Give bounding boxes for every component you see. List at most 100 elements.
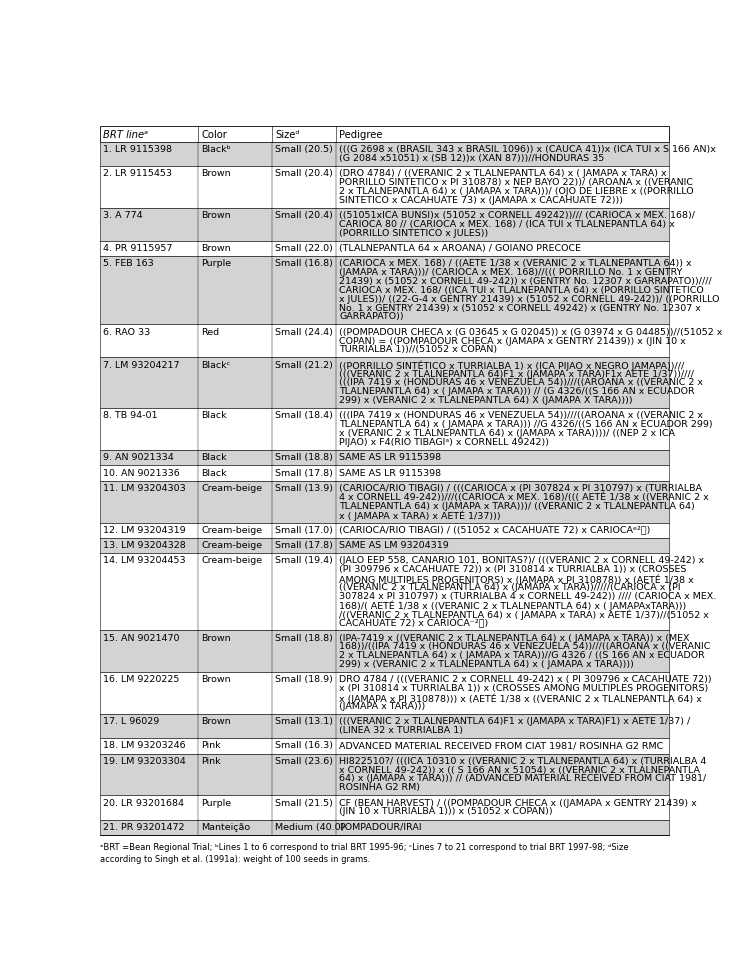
- Text: (((IPA 7419 x (HONDURAS 46 x VENEZUELA 54))///((AROANA x ((VERANIC 2 x: (((IPA 7419 x (HONDURAS 46 x VENEZUELA 5…: [339, 411, 703, 420]
- Text: /((VERANIC 2 x TLALNEPANTLA 64) x ( JAMAPA x TARA) x AETÉ 1/37)//(51052 x: /((VERANIC 2 x TLALNEPANTLA 64) x ( JAMA…: [339, 610, 709, 620]
- Text: PIJAO) x F4(RIO TIBAGIᵃ) x CORNELL 49242)): PIJAO) x F4(RIO TIBAGIᵃ) x CORNELL 49242…: [339, 438, 549, 446]
- Text: Cream-beige: Cream-beige: [201, 541, 262, 550]
- Text: x (PI 310814 x TURRIALBA 1)) x (CROSSES AMONG MULTIPLES PROGENITORS): x (PI 310814 x TURRIALBA 1)) x (CROSSES …: [339, 684, 709, 694]
- Text: ((51051xICA BUNSI)x (51052 x CORNELL 49242))/// (CARIOCA x MEX. 168)/: ((51051xICA BUNSI)x (51052 x CORNELL 492…: [339, 211, 695, 220]
- Text: 7. LM 93204217: 7. LM 93204217: [103, 361, 180, 369]
- Text: Small (13.1): Small (13.1): [275, 717, 333, 726]
- Text: 12. LM 93204319: 12. LM 93204319: [103, 526, 186, 534]
- Text: 299) x (VERANIC 2 x TLALNEPANTLA 64) x ( JAMAPA x TARA)))): 299) x (VERANIC 2 x TLALNEPANTLA 64) x (…: [339, 660, 634, 669]
- Bar: [100, 523, 669, 538]
- Bar: [100, 256, 669, 324]
- Text: SAME AS LM 93204319: SAME AS LM 93204319: [339, 541, 449, 550]
- Bar: [100, 481, 669, 523]
- Text: PORRILLO SINTETICO x PI 310878) x NEP BAYO 22))/ (AROANA x ((VERANIC: PORRILLO SINTETICO x PI 310878) x NEP BA…: [339, 178, 694, 188]
- Bar: [100, 630, 669, 672]
- Text: (CARIOCA x MEX. 168) / ((AETE 1/38 x (VERANIC 2 x TLALNEPANTLA 64)) x: (CARIOCA x MEX. 168) / ((AETE 1/38 x (VE…: [339, 260, 692, 269]
- Text: Small (13.9): Small (13.9): [275, 484, 333, 493]
- Text: 299) x (VERANIC 2 x TLALNEPANTLA 64) X (JAMAPA X TARA)))): 299) x (VERANIC 2 x TLALNEPANTLA 64) X (…: [339, 396, 633, 405]
- Text: 20. LR 93201684: 20. LR 93201684: [103, 798, 184, 808]
- Text: Brown: Brown: [201, 634, 231, 643]
- Text: Blackᵇ: Blackᵇ: [201, 146, 231, 154]
- Text: CACAHUATE 72) x CARIOCA⁻²⧩): CACAHUATE 72) x CARIOCA⁻²⧩): [339, 618, 488, 627]
- Text: 13. LM 93204328: 13. LM 93204328: [103, 541, 186, 550]
- Text: Small (19.4): Small (19.4): [275, 557, 333, 566]
- Text: (LINEA 32 x TURRIALBA 1): (LINEA 32 x TURRIALBA 1): [339, 726, 464, 735]
- Bar: [100, 820, 669, 835]
- Text: (JAMAPA x TARA))): (JAMAPA x TARA))): [339, 701, 425, 711]
- Text: Small (16.3): Small (16.3): [275, 742, 333, 750]
- Text: 64) x (JAMAPA x TARA))) // (ADVANCED MATERIAL RECEIVED FROM CIAT 1981/: 64) x (JAMAPA x TARA))) // (ADVANCED MAT…: [339, 775, 706, 784]
- Text: 18. LM 93203246: 18. LM 93203246: [103, 742, 186, 750]
- Text: (PI 309796 x CACAHUATE 72)) x (PI 310814 x TURRIALBA 1)) x (CROSSES: (PI 309796 x CACAHUATE 72)) x (PI 310814…: [339, 566, 687, 574]
- Text: ROSINHA G2 RM): ROSINHA G2 RM): [339, 784, 420, 792]
- Text: (((IPA 7419 x (HONDURAS 46 x VENEZUELA 54))///((AROANA x ((VERANIC 2 x: (((IPA 7419 x (HONDURAS 46 x VENEZUELA 5…: [339, 378, 703, 388]
- Text: Small (18.8): Small (18.8): [275, 634, 333, 643]
- Text: Brown: Brown: [201, 244, 231, 253]
- Text: Small (18.8): Small (18.8): [275, 453, 333, 462]
- Bar: [100, 208, 669, 241]
- Text: 8. TB 94-01: 8. TB 94-01: [103, 411, 157, 420]
- Text: Purple: Purple: [201, 260, 231, 269]
- Text: Small (20.5): Small (20.5): [275, 146, 333, 154]
- Text: Brown: Brown: [201, 211, 231, 220]
- Text: x CORNELL 49-242)) x (( S 166 AN x 51054) x ((VERANIC 2 x TLALNEPANTLA: x CORNELL 49-242)) x (( S 166 AN x 51054…: [339, 766, 700, 775]
- Text: Color: Color: [201, 130, 227, 140]
- Text: TLALNEPANTLA 64) x ( JAMAPA x TARA))) //G 4326/((S 166 AN x ECUADOR 299): TLALNEPANTLA 64) x ( JAMAPA x TARA))) //…: [339, 420, 713, 429]
- Text: 4 x CORNELL 49-242))///((CARIOCA x MEX. 168)/((( AETÉ 1/38 x ((VERANIC 2 x: 4 x CORNELL 49-242))///((CARIOCA x MEX. …: [339, 492, 709, 502]
- Text: (((VERANIC 2 x TLALNEPANTLA 64)F1 x (JAMAPA x TARA)F1) x AETE 1/37) /: (((VERANIC 2 x TLALNEPANTLA 64)F1 x (JAM…: [339, 717, 691, 726]
- Text: Sizeᵈ: Sizeᵈ: [275, 130, 300, 140]
- Text: 3. A 774: 3. A 774: [103, 211, 142, 220]
- Text: 2. LR 9115453: 2. LR 9115453: [103, 169, 172, 178]
- Bar: [100, 714, 669, 739]
- Text: x JULES))/ ((22-G-4 x GENTRY 21439) x (51052 x CORNELL 49-242))/ ((PORRILLO: x JULES))/ ((22-G-4 x GENTRY 21439) x (5…: [339, 295, 720, 304]
- Text: ᵃBRT =Bean Regional Trial; ᵇLines 1 to 6 correspond to trial BRT 1995-96; ᶜLines: ᵃBRT =Bean Regional Trial; ᵇLines 1 to 6…: [100, 842, 628, 852]
- Text: CARIOCA x MEX. 168/ ((ICA TUI x TLALNEPANTLA 64) x (PORRILLO SINTETICO: CARIOCA x MEX. 168/ ((ICA TUI x TLALNEPA…: [339, 286, 704, 295]
- Text: AMONG MULTIPLES PROGENITORS) x (JAMAPA x PI 310878)) x (AETÉ 1/38 x: AMONG MULTIPLES PROGENITORS) x (JAMAPA x…: [339, 574, 694, 584]
- Text: 1. LR 9115398: 1. LR 9115398: [103, 146, 172, 154]
- Text: COPAN) = ((POMPADOUR CHECA x (JAMAPA x GENTRY 21439)) x (JIN 10 x: COPAN) = ((POMPADOUR CHECA x (JAMAPA x G…: [339, 337, 686, 346]
- Bar: [100, 142, 669, 166]
- Text: 168)/( AETÉ 1/38 x ((VERANIC 2 x TLALNEPANTLA 64) x ( JAMAPAxTARA))): 168)/( AETÉ 1/38 x ((VERANIC 2 x TLALNEP…: [339, 601, 687, 611]
- Text: 10. AN 9021336: 10. AN 9021336: [103, 469, 180, 478]
- Text: SINTETICO x CACAHUATE 73) x (JAMAPA x CACAHUATE 72))): SINTETICO x CACAHUATE 73) x (JAMAPA x CA…: [339, 195, 623, 205]
- Bar: [100, 358, 669, 408]
- Text: Blackᶜ: Blackᶜ: [201, 361, 231, 369]
- Text: ((PORRILLO SINTÉTICO x TURRIALBA 1) x (ICA PIJAO x NEGRO JAMAPA))///: ((PORRILLO SINTÉTICO x TURRIALBA 1) x (I…: [339, 361, 685, 371]
- Text: TLALNEPANTLA 64) x (JAMAPA x TARA)))/ ((VERANIC 2 x TLALNEPANTLA 64): TLALNEPANTLA 64) x (JAMAPA x TARA)))/ ((…: [339, 501, 695, 511]
- Text: (((G 2698 x (BRASIL 343 x BRASIL 1096)) x (CAUCA 41))x (ICA TUI x S 166 AN)x: (((G 2698 x (BRASIL 343 x BRASIL 1096)) …: [339, 146, 716, 154]
- Text: 14. LM 93204453: 14. LM 93204453: [103, 557, 186, 566]
- Text: DRO 4784 / (((VERANIC 2 x CORNELL 49-242) x ( PI 309796 x CACAHUATE 72)): DRO 4784 / (((VERANIC 2 x CORNELL 49-242…: [339, 675, 712, 685]
- Text: (((VERANIC 2 x TLALNEPANTLA 64)F1 x (JAMAPA x TARA)F1x AETE 1/37))////: (((VERANIC 2 x TLALNEPANTLA 64)F1 x (JAM…: [339, 369, 694, 378]
- Text: No. 1 x GENTRY 21439) x (51052 x CORNELL 49242) x (GENTRY No. 12307 x: No. 1 x GENTRY 21439) x (51052 x CORNELL…: [339, 304, 701, 313]
- Text: SAME AS LR 9115398: SAME AS LR 9115398: [339, 469, 441, 478]
- Text: ((VERANIC 2 x TLALNEPANTLA 64) x (JAMAPA x TARA))/////(CARIOCA x (PI: ((VERANIC 2 x TLALNEPANTLA 64) x (JAMAPA…: [339, 583, 681, 592]
- Text: Black: Black: [201, 469, 227, 478]
- Text: (TLALNEPANTLA 64 x AROANA) / GOIANO PRECOCE: (TLALNEPANTLA 64 x AROANA) / GOIANO PREC…: [339, 244, 581, 253]
- Text: Black: Black: [201, 411, 227, 420]
- Text: Small (21.2): Small (21.2): [275, 361, 333, 369]
- Text: 15. AN 9021470: 15. AN 9021470: [103, 634, 180, 643]
- Bar: [100, 126, 669, 142]
- Bar: [100, 166, 669, 208]
- Text: 17. L 96029: 17. L 96029: [103, 717, 160, 726]
- Text: 168))/((IPA 7419 x (HONDURAS 46 x VENEZUELA 54))///((AROANA x ((VERANIC: 168))/((IPA 7419 x (HONDURAS 46 x VENEZU…: [339, 643, 711, 652]
- Text: 4. PR 9115957: 4. PR 9115957: [103, 244, 172, 253]
- Text: 2 x TLALNEPANTLA 64) x ( JAMAPA x TARA))//G 4326 / ((S 166 AN x ECUADOR: 2 x TLALNEPANTLA 64) x ( JAMAPA x TARA))…: [339, 652, 705, 660]
- Text: Small (24.4): Small (24.4): [275, 327, 333, 337]
- Text: ADVANCED MATERIAL RECEIVED FROM CIAT 1981/ ROSINHA G2 RMC: ADVANCED MATERIAL RECEIVED FROM CIAT 198…: [339, 742, 664, 750]
- Bar: [100, 672, 669, 714]
- Text: 307824 x PI 310797) x (TURRIALBA 4 x CORNELL 49-242)) //// (CARIOCA x MEX.: 307824 x PI 310797) x (TURRIALBA 4 x COR…: [339, 592, 717, 601]
- Bar: [100, 465, 669, 481]
- Text: (DRO 4784) / ((VERANIC 2 x TLALNEPANTLA 64) x ( JAMAPA x TARA) x: (DRO 4784) / ((VERANIC 2 x TLALNEPANTLA …: [339, 169, 667, 178]
- Text: x ( JAMAPA x TARA) x AETÉ 1/37))): x ( JAMAPA x TARA) x AETÉ 1/37))): [339, 510, 501, 521]
- Text: Small (20.4): Small (20.4): [275, 211, 333, 220]
- Text: (CARIOCA/RIO TIBAGI) / (((CARIOCA x (PI 307824 x PI 310797) x (TURRIALBA: (CARIOCA/RIO TIBAGI) / (((CARIOCA x (PI …: [339, 484, 703, 493]
- Text: Medium (40.0): Medium (40.0): [275, 823, 345, 831]
- Text: 11. LM 93204303: 11. LM 93204303: [103, 484, 186, 493]
- Bar: [100, 553, 669, 630]
- Text: Pink: Pink: [201, 757, 221, 766]
- Text: CARIOCA 80 // (CARIOCA x MEX. 168) / (ICA TUI x TLALNEPANTLA 64) x: CARIOCA 80 // (CARIOCA x MEX. 168) / (IC…: [339, 220, 675, 229]
- Bar: [100, 753, 669, 795]
- Text: Small (17.0): Small (17.0): [275, 526, 333, 534]
- Text: BRT lineᵃ: BRT lineᵃ: [103, 130, 148, 140]
